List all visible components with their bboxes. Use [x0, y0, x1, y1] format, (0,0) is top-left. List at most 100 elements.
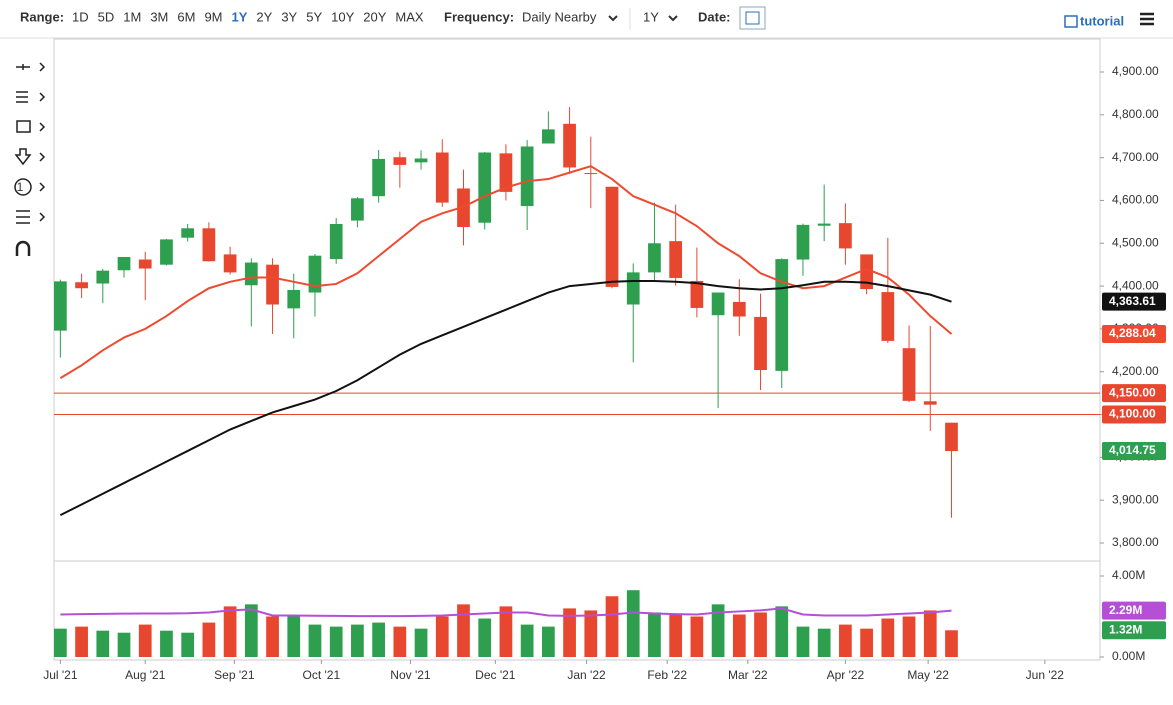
volume-bar: [308, 624, 322, 657]
candle-body: [775, 259, 789, 371]
range-option[interactable]: 3M: [150, 9, 168, 24]
dropdown-arrow: [668, 15, 678, 22]
last-value-box: [1102, 292, 1166, 311]
candle-body: [223, 254, 237, 273]
tool-measure[interactable]: [16, 210, 30, 224]
range-option[interactable]: 9M: [204, 9, 222, 24]
tool-note[interactable]: [14, 178, 32, 196]
range-option[interactable]: 1M: [123, 9, 141, 24]
date-button[interactable]: [739, 6, 766, 30]
candle-body: [584, 173, 598, 175]
volume-bar: [75, 626, 88, 657]
x-tick-label: Aug '21: [125, 668, 166, 682]
candle-body: [817, 223, 831, 226]
y-tick-label: 3,900.00: [1112, 492, 1159, 506]
toolbar: [0, 0, 1173, 38]
candle-body: [754, 316, 767, 371]
last-value-box: [1102, 601, 1166, 620]
volume-bar: [351, 624, 364, 657]
range-option[interactable]: 1D: [72, 9, 89, 24]
tool-line[interactable]: [16, 64, 30, 70]
range-option[interactable]: 5Y: [306, 9, 322, 24]
candle-body: [138, 259, 152, 269]
candle-body: [945, 422, 958, 452]
tool-fib[interactable]: [16, 91, 28, 103]
candle-body: [732, 301, 746, 317]
last-value-box: [1102, 621, 1166, 640]
hline-box: [1102, 405, 1166, 424]
volume-bar: [393, 626, 407, 657]
volume-average: [60, 607, 952, 618]
hline-label: 4,100.00: [1109, 407, 1156, 421]
tutorial-link[interactable]: tutorial: [1080, 13, 1124, 28]
range-option[interactable]: 5D: [98, 9, 115, 24]
y-tick-label: 4,500.00: [1112, 235, 1159, 249]
range-option[interactable]: 3Y: [281, 9, 297, 24]
volume-bar: [796, 626, 810, 657]
tool-arrow-down[interactable]: [14, 148, 32, 166]
volume-bar: [499, 606, 513, 657]
range-option[interactable]: 10Y: [331, 9, 354, 24]
volume-bar: [223, 606, 237, 657]
series: [54, 107, 1100, 657]
candle-body: [626, 272, 640, 305]
volume-bar: [690, 616, 704, 657]
volume-bar: [117, 632, 131, 657]
volume-bar: [414, 628, 428, 657]
x-tick-label: Feb '22: [647, 668, 687, 682]
range-option[interactable]: 2Y: [256, 9, 272, 24]
last-value-label: 2.29M: [1109, 603, 1142, 617]
menu-icon[interactable]: [1140, 12, 1154, 26]
hline-box: [1102, 384, 1166, 403]
volume-bar: [287, 616, 301, 657]
range-option[interactable]: 6M: [177, 9, 195, 24]
last-value-box: [1102, 442, 1166, 461]
x-tick-label: Oct '21: [303, 668, 341, 682]
y-tick-label: 4,400.00: [1112, 278, 1159, 292]
y-tick-label: 3,800.00: [1112, 535, 1159, 549]
x-tick-label: Nov '21: [390, 668, 431, 682]
tool-arrow: [39, 152, 46, 162]
candle-body: [287, 289, 301, 309]
volume-bar: [945, 630, 958, 657]
candle-body: [923, 401, 937, 405]
candle-body: [520, 146, 534, 207]
tool-arrow: [39, 92, 46, 102]
range-option[interactable]: 20Y: [363, 9, 386, 24]
range-option[interactable]: MAX: [395, 9, 424, 24]
volume-bar: [860, 628, 873, 657]
tool-arrow: [39, 122, 46, 132]
x-tick-label: Dec '21: [475, 668, 516, 682]
y-tick-label: 4,200.00: [1112, 364, 1159, 378]
range-option[interactable]: 1Y: [232, 9, 248, 24]
volume-bar: [541, 626, 555, 657]
volume-bar: [648, 612, 661, 657]
volume-bar: [435, 616, 449, 657]
tool-rect[interactable]: [16, 120, 31, 133]
tool-arrow: [39, 182, 46, 192]
volume-bar: [711, 604, 725, 657]
volume-bar: [478, 618, 492, 657]
candle-body: [860, 254, 873, 290]
x-tick-label: Jun '22: [1026, 668, 1065, 682]
candle-body: [117, 256, 131, 271]
volume-bar: [839, 624, 852, 657]
range-label: Range:: [20, 9, 64, 24]
frequency-select[interactable]: Daily Nearby: [522, 9, 597, 24]
candle-body: [648, 243, 661, 273]
candle-body: [202, 228, 216, 262]
candle-body: [690, 280, 704, 308]
volume-bar: [881, 618, 895, 657]
tool-arrow: [39, 212, 46, 222]
tool-magnet[interactable]: [15, 240, 31, 256]
y-tick-label: 4,700.00: [1112, 150, 1159, 164]
volume-bar: [244, 604, 258, 657]
period-select[interactable]: 1Y: [643, 9, 659, 24]
last-value-label: 4,363.61: [1109, 294, 1156, 308]
dropdown-arrow: [608, 15, 618, 22]
volume-bar: [96, 630, 110, 657]
candle-body: [605, 186, 619, 287]
frequency-label: Frequency:: [444, 9, 514, 24]
candle-body: [181, 228, 195, 238]
